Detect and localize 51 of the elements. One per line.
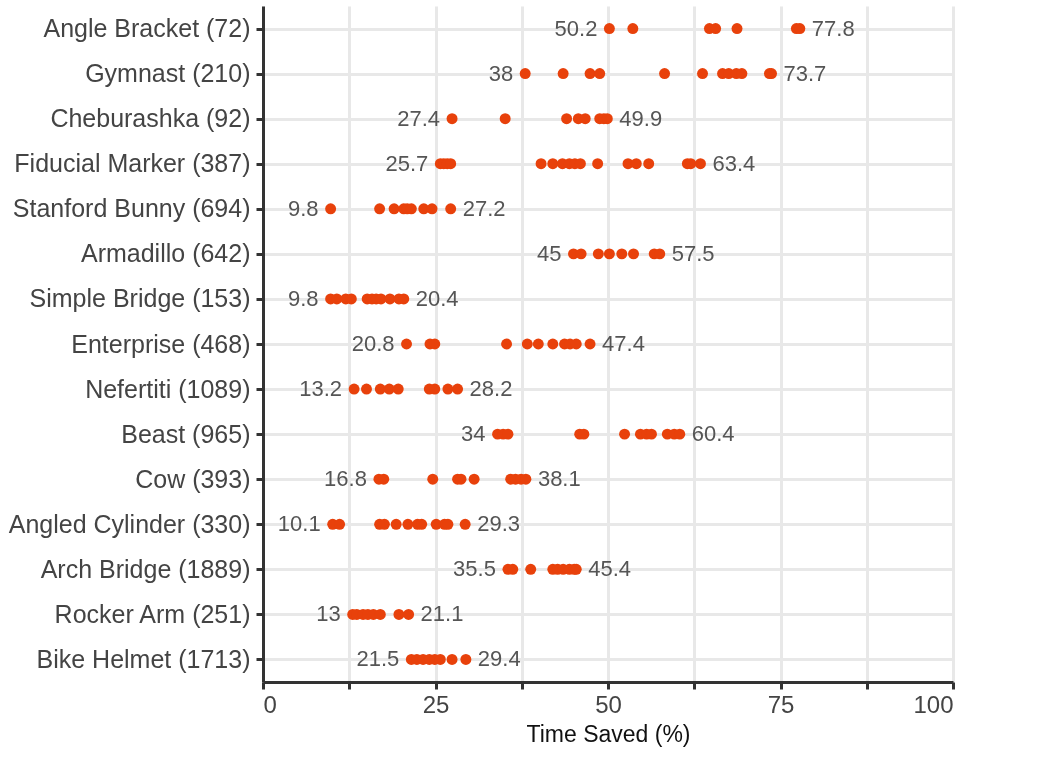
y-tick-label: Nefertiti (1089) bbox=[85, 374, 251, 403]
data-label: 57.5 bbox=[671, 240, 715, 266]
y-tick-label: Gymnast (210) bbox=[85, 59, 251, 88]
x-tick-label: 50 bbox=[595, 690, 622, 718]
data-label: 38.1 bbox=[537, 466, 581, 492]
data-label: 9.8 bbox=[288, 285, 319, 311]
y-tick-label: Simple Bridge (153) bbox=[29, 284, 251, 313]
data-label: 13 bbox=[316, 601, 341, 627]
data-label: 10.1 bbox=[277, 511, 321, 537]
y-tick-label: Armadillo (642) bbox=[80, 239, 251, 268]
y-tick-label: Cow (393) bbox=[135, 464, 251, 493]
x-tick-label: 25 bbox=[422, 690, 450, 718]
data-label: 25.7 bbox=[385, 150, 429, 176]
data-label: 77.8 bbox=[811, 15, 855, 41]
y-tick-label: Arch Bridge (1889) bbox=[40, 554, 251, 583]
data-label: 49.9 bbox=[619, 105, 663, 131]
y-tick-label: Cheburashka (92) bbox=[50, 104, 251, 133]
data-label: 47.4 bbox=[602, 331, 645, 356]
y-tick-label: Stanford Bunny (694) bbox=[12, 194, 251, 223]
data-label: 45 bbox=[537, 240, 562, 266]
x-tick-label: 0 bbox=[263, 690, 277, 718]
y-tick-label: Fiducial Marker (387) bbox=[14, 149, 251, 178]
data-label: 73.7 bbox=[783, 60, 827, 86]
data-label: 21.5 bbox=[356, 646, 400, 672]
y-tick-label: Rocker Arm (251) bbox=[54, 599, 251, 628]
y-tick-label: Beast (965) bbox=[121, 419, 251, 448]
data-label: 21.1 bbox=[420, 601, 464, 627]
data-label: 29.4 bbox=[477, 646, 521, 672]
x-tick-label: 75 bbox=[767, 690, 795, 718]
data-label: 27.4 bbox=[397, 105, 441, 131]
data-label: 29.3 bbox=[477, 511, 520, 537]
x-axis-title: Time Saved (%) bbox=[526, 720, 691, 747]
data-label: 27.2 bbox=[462, 195, 506, 221]
y-tick-label: Angled Cylinder (330) bbox=[8, 509, 251, 538]
y-tick-label: Enterprise (468) bbox=[71, 329, 251, 358]
y-tick-label: Bike Helmet (1713) bbox=[36, 644, 251, 673]
data-label: 63.4 bbox=[712, 150, 756, 176]
data-label: 60.4 bbox=[691, 421, 735, 447]
data-label: 35.5 bbox=[453, 556, 496, 582]
y-tick-label: Angle Bracket (72) bbox=[43, 14, 251, 43]
data-label: 16.8 bbox=[324, 466, 367, 492]
data-label: 9.8 bbox=[288, 195, 319, 221]
data-label: 20.8 bbox=[351, 331, 395, 356]
data-label: 34 bbox=[461, 421, 486, 447]
data-label: 45.4 bbox=[588, 556, 632, 582]
data-label: 50.2 bbox=[554, 15, 598, 41]
data-label: 20.4 bbox=[415, 285, 459, 311]
data-label: 28.2 bbox=[469, 376, 513, 402]
data-label: 13.2 bbox=[299, 376, 343, 402]
data-label: 38 bbox=[488, 60, 514, 86]
x-tick-label: 100 bbox=[913, 690, 954, 718]
